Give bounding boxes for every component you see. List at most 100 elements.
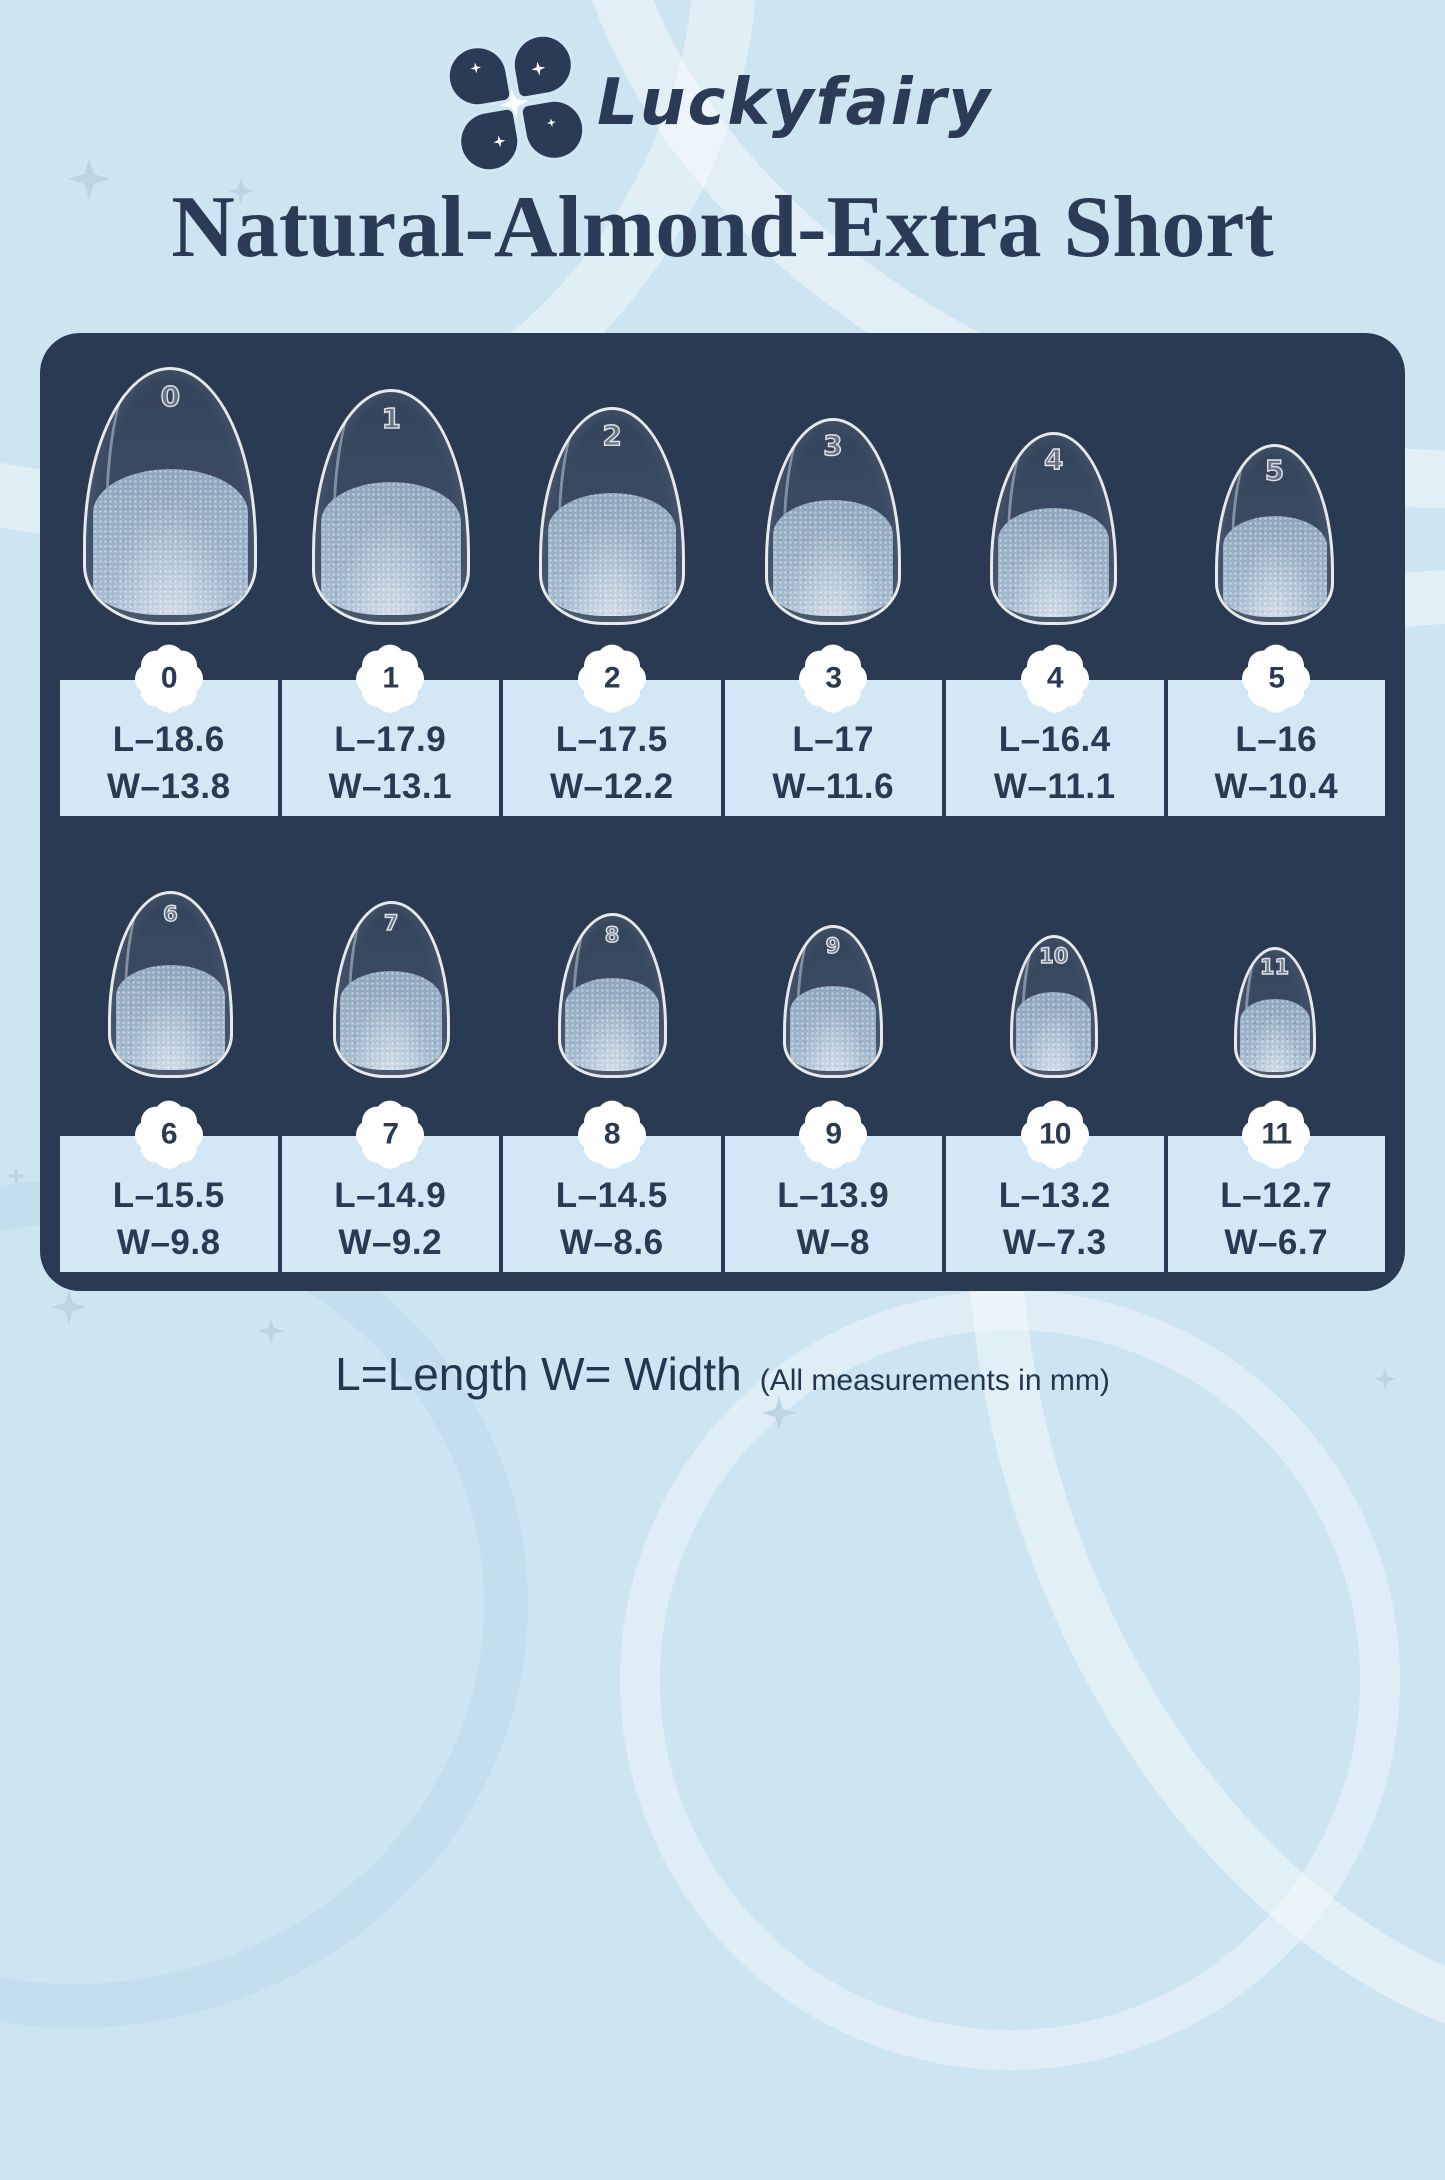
flower-badge: 1 — [356, 645, 424, 713]
flower-badge: 7 — [356, 1101, 424, 1169]
badge-number: 6 — [160, 1117, 178, 1151]
size-chart-panel: 0 1 2 3 4 5 0 L–18.6 W–13.8 1 L–17.9 W–13.1 … — [40, 333, 1405, 1292]
frost-texture — [1222, 515, 1327, 618]
nail-tip-size-9: 9 — [782, 925, 883, 1079]
badge-number: 8 — [603, 1117, 621, 1151]
badge-number: 0 — [160, 661, 178, 695]
nail-tip-size-3: 3 — [764, 418, 901, 626]
frost-texture — [321, 482, 462, 616]
width-value: W–13.8 — [106, 767, 231, 807]
nail-column: 9 — [722, 925, 943, 1136]
flower-badge: 6 — [135, 1101, 203, 1169]
size-strip-2: 6 L–15.5 W–9.8 7 L–14.9 W–9.2 8 L–14.5 W–8.6 9… — [60, 1116, 1385, 1273]
size-cell-7: 7 L–14.9 W–9.2 — [281, 1116, 499, 1273]
nail-row-1: 0 1 2 3 4 5 — [40, 333, 1405, 680]
width-value: W–6.7 — [1224, 1223, 1329, 1263]
nail-column: 10 — [943, 935, 1164, 1136]
nail-etched-number: 2 — [602, 418, 623, 452]
frost-texture — [93, 468, 248, 615]
frost-texture — [1015, 991, 1092, 1072]
nail-etched-number: 8 — [604, 922, 620, 947]
width-value: W–8 — [796, 1223, 870, 1263]
size-strip-1: 0 L–18.6 W–13.8 1 L–17.9 W–13.1 2 L–17.5 W–12.… — [60, 660, 1385, 817]
nail-column: 2 — [502, 407, 723, 680]
frost-texture — [1239, 999, 1310, 1072]
clover-leaf — [445, 43, 511, 109]
nail-column: 6 — [60, 891, 281, 1136]
frost-texture — [773, 499, 893, 617]
nail-etched-number: 9 — [825, 934, 841, 959]
nail-column: 1 — [281, 389, 502, 680]
frost-texture — [789, 985, 877, 1071]
clover-leaf — [510, 32, 576, 98]
flower-badge: 11 — [1242, 1101, 1310, 1169]
nail-column: 11 — [1164, 947, 1385, 1136]
badge-number: 1 — [382, 661, 399, 695]
width-value: W–11.6 — [772, 767, 895, 807]
brand-name: Luckyfairy — [597, 66, 992, 140]
width-value: W–9.2 — [338, 1223, 443, 1263]
nail-tip-size-2: 2 — [539, 407, 686, 626]
nail-tip-size-4: 4 — [990, 432, 1118, 626]
nail-etched-number: 7 — [383, 910, 399, 936]
badge-number: 4 — [1046, 661, 1064, 695]
length-value: L–15.5 — [112, 1176, 225, 1216]
nail-tip-size-6: 6 — [107, 891, 233, 1079]
size-cell-1: 1 L–17.9 W–13.1 — [281, 660, 499, 817]
nail-column: 5 — [1164, 444, 1385, 680]
clover-leaf — [456, 108, 522, 174]
measurement-legend: L=Length W= Width (All measurements in m… — [0, 1347, 1445, 1401]
nail-column: 0 — [60, 367, 281, 680]
badge-number: 3 — [825, 661, 842, 695]
width-value: W–8.6 — [559, 1223, 664, 1263]
badge-number: 10 — [1039, 1117, 1071, 1151]
legend-note: (All measurements in mm) — [759, 1364, 1110, 1398]
width-value: W–11.1 — [993, 767, 1116, 807]
length-value: L–18.6 — [112, 720, 225, 760]
nail-etched-number: 10 — [1038, 943, 1069, 968]
clover-logo-icon — [443, 30, 589, 176]
nail-etched-number: 0 — [160, 380, 181, 414]
size-cell-3: 3 L–17 W–11.6 — [724, 660, 942, 817]
size-cell-11: 11 L–12.7 W–6.7 — [1167, 1116, 1385, 1273]
nail-column: 4 — [943, 432, 1164, 680]
size-cell-9: 9 L–13.9 W–8 — [724, 1116, 942, 1273]
frost-texture — [115, 964, 226, 1070]
flower-badge: 4 — [1021, 645, 1089, 713]
nail-tip-size-1: 1 — [312, 389, 471, 626]
nail-tip-size-0: 0 — [83, 367, 258, 626]
size-cell-10: 10 L–13.2 W–7.3 — [946, 1116, 1164, 1273]
page-title: Natural-Almond-Extra Short — [171, 179, 1274, 276]
badge-number: 11 — [1261, 1117, 1292, 1151]
flower-badge: 10 — [1021, 1101, 1089, 1169]
width-value: W–10.4 — [1214, 767, 1339, 807]
badge-number: 9 — [825, 1117, 842, 1151]
nail-etched-number: 3 — [822, 429, 843, 463]
length-value: L–14.5 — [555, 1176, 668, 1216]
size-cell-0: 0 L–18.6 W–13.8 — [60, 660, 278, 817]
flower-badge: 0 — [135, 645, 203, 713]
nail-etched-number: 4 — [1043, 442, 1064, 476]
nail-column: 7 — [281, 901, 502, 1136]
width-value: W–9.8 — [116, 1223, 221, 1263]
flower-badge: 2 — [578, 645, 646, 713]
length-value: L–17.5 — [555, 720, 668, 760]
length-value: L–13.2 — [998, 1176, 1111, 1216]
legend-formula: L=Length W= Width — [335, 1348, 742, 1401]
nail-tip-size-7: 7 — [332, 901, 450, 1079]
clover-leaf — [521, 97, 587, 163]
nail-etched-number: 6 — [162, 901, 178, 926]
length-value: L–16 — [1235, 720, 1318, 760]
nail-row-2: 6 7 8 9 10 11 — [40, 816, 1405, 1136]
length-value: L–12.7 — [1220, 1176, 1333, 1216]
nail-tip-size-8: 8 — [557, 913, 667, 1079]
width-value: W–7.3 — [1002, 1223, 1107, 1263]
nail-column: 8 — [502, 913, 723, 1136]
length-value: L–17 — [792, 720, 875, 760]
size-cell-5: 5 L–16 W–10.4 — [1167, 660, 1385, 817]
nail-tip-size-10: 10 — [1009, 935, 1098, 1079]
nail-tip-size-11: 11 — [1233, 947, 1316, 1079]
width-value: W–12.2 — [549, 767, 674, 807]
nail-etched-number: 11 — [1259, 955, 1290, 980]
size-cell-8: 8 L–14.5 W–8.6 — [503, 1116, 721, 1273]
